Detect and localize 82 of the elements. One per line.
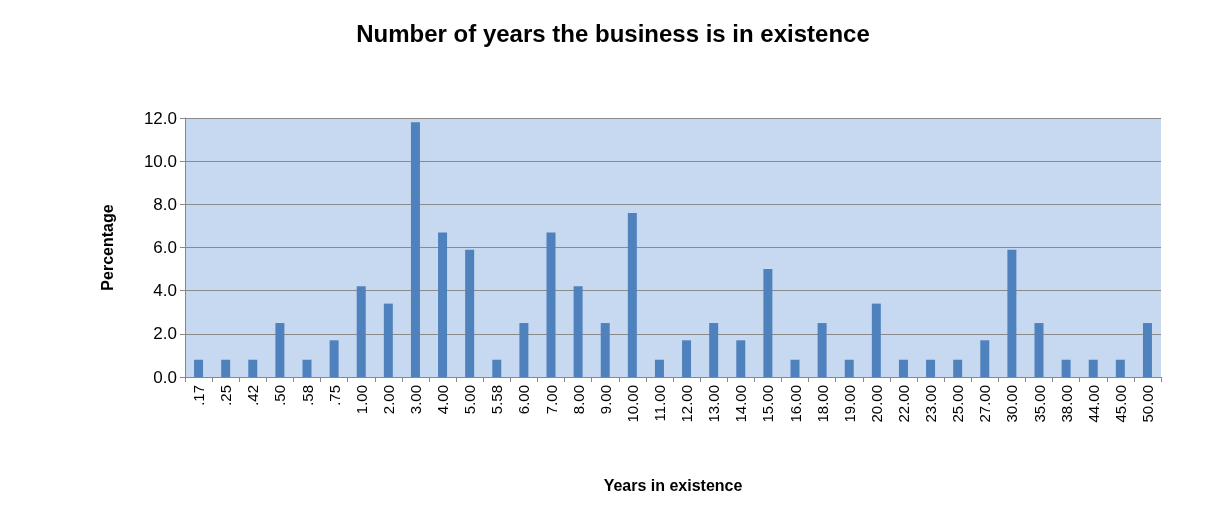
bar: [438, 232, 448, 377]
bar: [248, 359, 258, 377]
bar: [465, 249, 475, 377]
x-tick-label: 23.00: [922, 385, 940, 423]
bar: [1115, 359, 1125, 377]
bar: [546, 232, 556, 377]
chart-title: Number of years the business is in existence: [356, 19, 870, 47]
bar: [600, 323, 610, 377]
bar: [898, 359, 908, 377]
bar: [980, 340, 990, 377]
x-tick-label: 16.00: [786, 385, 804, 423]
y-tick-label: 0.0: [153, 367, 177, 387]
bar: [1061, 359, 1071, 377]
x-tick-label: 6.00: [515, 385, 533, 415]
x-tick-label: 11.00: [650, 385, 668, 422]
x-tick-label: .50: [271, 385, 289, 406]
bar: [1088, 359, 1098, 377]
x-tick-label: 8.00: [569, 385, 587, 415]
bar: [410, 122, 420, 377]
bar: [790, 359, 800, 377]
x-tick-label: 1.00: [352, 385, 370, 415]
bar: [1142, 323, 1152, 377]
bar: [492, 359, 502, 377]
x-tick-label: 19.00: [840, 385, 858, 423]
bar: [627, 212, 637, 377]
x-tick-label: .75: [325, 385, 343, 406]
x-tick-label: .17: [190, 385, 208, 406]
x-tick-label: 15.00: [759, 385, 777, 423]
x-tick-label: 25.00: [949, 385, 967, 423]
x-tick-label: 7.00: [542, 385, 560, 415]
x-tick-label: 5.00: [461, 385, 479, 415]
bar: [221, 359, 231, 377]
x-tick-label: 18.00: [813, 385, 831, 423]
x-tick-label: 14.00: [732, 385, 750, 423]
bar: [817, 323, 827, 377]
x-tick-label: 12.00: [678, 385, 696, 423]
bar: [871, 303, 881, 377]
x-tick-label: 10.00: [623, 385, 641, 423]
x-tick-label: 20.00: [867, 385, 885, 423]
x-tick-label: 4.00: [434, 385, 452, 415]
bar: [383, 303, 393, 377]
y-tick-label: 4.0: [153, 281, 177, 301]
x-tick-label: 35.00: [1030, 385, 1048, 423]
bar: [1007, 249, 1017, 377]
bar: [519, 323, 529, 377]
y-tick-label: 8.0: [153, 194, 177, 214]
bar: [926, 359, 936, 377]
bar: [844, 359, 854, 377]
bar: [763, 269, 773, 377]
x-tick-label: 38.00: [1057, 385, 1075, 423]
bar: [356, 286, 366, 377]
bar: [953, 359, 963, 377]
bar: [709, 323, 719, 377]
y-tick-label: 2.0: [153, 324, 177, 344]
x-tick-label: 44.00: [1084, 385, 1102, 423]
x-tick-label: 13.00: [705, 385, 723, 423]
y-axis-title: Percentage: [98, 204, 116, 291]
x-tick-label: 45.00: [1111, 385, 1129, 423]
bar: [329, 340, 339, 377]
y-tick-label: 6.0: [153, 238, 177, 257]
bar: [275, 323, 285, 377]
x-tick-label: 9.00: [596, 385, 614, 415]
x-axis-title: Years in existence: [603, 476, 743, 494]
bar: [194, 359, 204, 377]
bar: [573, 286, 583, 377]
bar: [1034, 323, 1044, 377]
bar: [682, 340, 692, 377]
x-tick-label: .58: [298, 385, 316, 406]
bar: [302, 359, 312, 377]
x-tick-label: .42: [244, 385, 262, 406]
bar: [654, 359, 664, 377]
y-tick-label: 12.0: [143, 108, 177, 128]
x-tick-label: 50.00: [1138, 385, 1156, 423]
y-tick-label: 10.0: [143, 151, 177, 171]
x-tick-label: 3.00: [406, 385, 424, 415]
x-tick-label: 2.00: [379, 385, 397, 415]
bar: [736, 340, 746, 377]
x-tick-label: 27.00: [976, 385, 994, 423]
x-tick-label: .25: [217, 385, 235, 406]
x-tick-label: 5.58: [488, 385, 506, 415]
x-tick-label: 30.00: [1003, 385, 1021, 423]
x-tick-label: 22.00: [894, 385, 912, 423]
